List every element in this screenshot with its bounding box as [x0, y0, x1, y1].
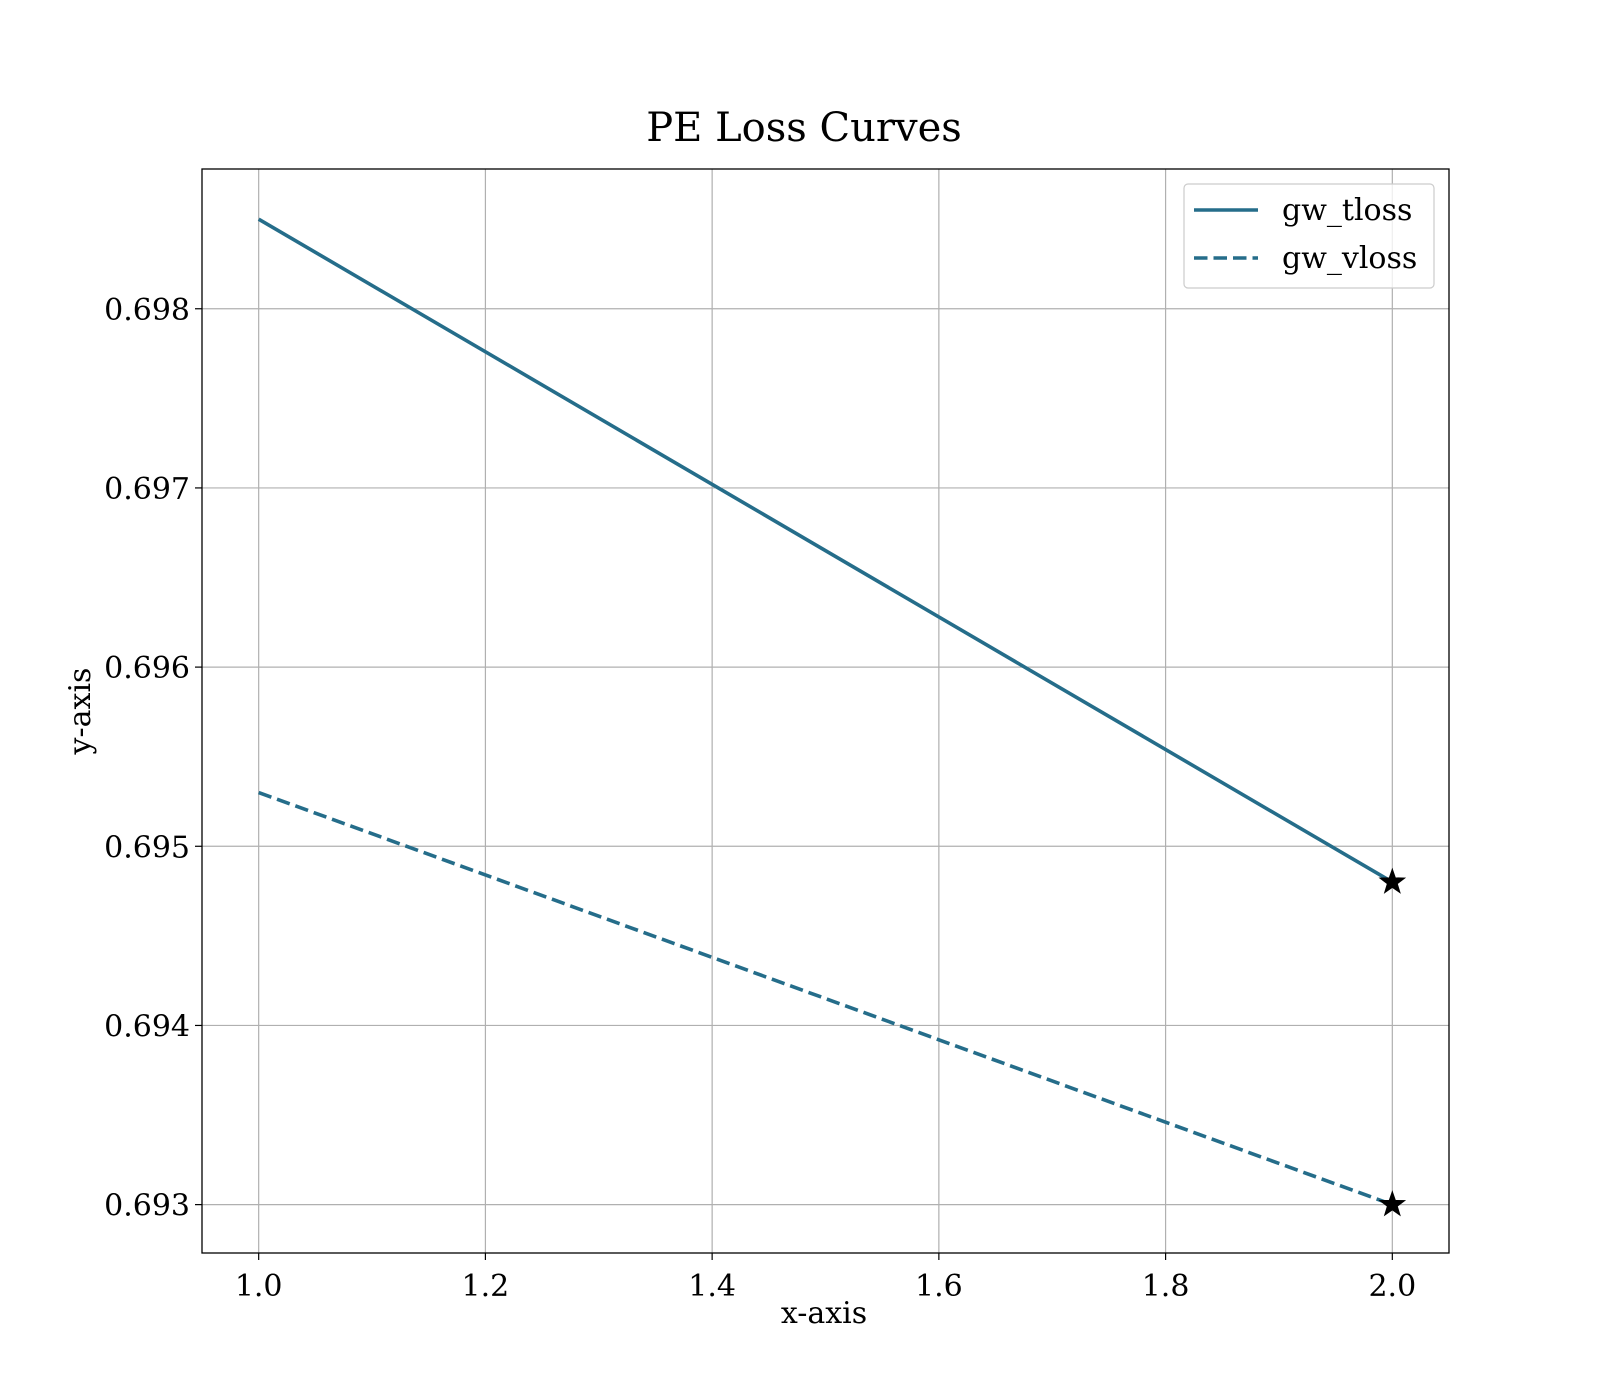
y-tick-label: 0.694 — [104, 1009, 190, 1044]
x-tick-label: 1.6 — [915, 1269, 963, 1304]
series-layer — [257, 217, 1407, 1217]
legend-label-gw_vloss: gw_vloss — [1282, 241, 1417, 276]
legend-label-gw_tloss: gw_tloss — [1282, 193, 1412, 228]
x-tick-label: 1.8 — [1142, 1269, 1190, 1304]
chart-title: PE Loss Curves — [646, 105, 962, 151]
y-tick-label: 0.697 — [104, 472, 190, 507]
x-tick-label: 2.0 — [1368, 1269, 1416, 1304]
x-tick-label: 1.2 — [462, 1269, 510, 1304]
plot-frame — [201, 168, 1450, 1254]
x-axis-label: x-axis — [781, 1296, 867, 1331]
x-tick-label: 1.0 — [235, 1269, 283, 1304]
series-line-gw_vloss — [258, 790, 1393, 1207]
grid — [202, 169, 1449, 1253]
y-tick-label: 0.698 — [104, 293, 190, 328]
x-axis-ticks: 1.0 1.2 1.4 1.6 1.8 2.0 — [235, 1253, 1416, 1304]
y-tick-label: 0.696 — [104, 651, 190, 686]
y-tick-label: 0.695 — [104, 830, 190, 865]
y-axis-ticks: 0.693 0.694 0.695 0.696 0.697 0.698 — [104, 293, 202, 1224]
y-tick-label: 0.693 — [104, 1189, 190, 1224]
x-tick-label: 1.4 — [688, 1269, 736, 1304]
series-line-gw_tloss — [257, 217, 1394, 884]
end-star-marker-gw_tloss — [1378, 867, 1407, 894]
y-axis-label: y-axis — [63, 668, 98, 756]
end-star-marker-gw_vloss — [1378, 1190, 1407, 1217]
legend: gw_tloss gw_vloss — [1183, 183, 1435, 289]
